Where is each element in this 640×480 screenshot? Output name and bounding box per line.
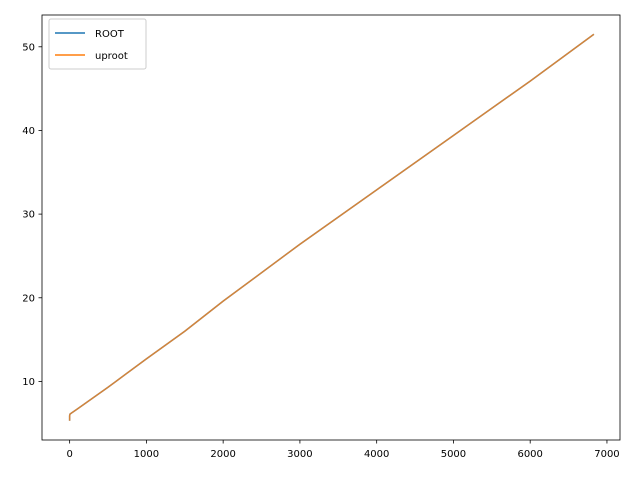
series-layer xyxy=(68,33,595,421)
y-axis: 10 20 30 40 50 xyxy=(22,42,42,388)
plot-frame xyxy=(41,14,621,441)
legend-label-uproot: uproot xyxy=(95,51,128,62)
x-tick-label: 4000 xyxy=(364,449,389,460)
x-tick-label: 2000 xyxy=(210,449,235,460)
legend: ROOT uproot xyxy=(48,18,147,70)
legend-label-root: ROOT xyxy=(95,29,125,40)
x-tick-label: 5000 xyxy=(441,449,466,460)
y-tick-label: 30 xyxy=(22,210,35,221)
x-tick-label: 6000 xyxy=(517,449,542,460)
y-tick-label: 10 xyxy=(22,377,35,388)
x-tick-label: 0 xyxy=(66,449,72,460)
x-tick-label: 1000 xyxy=(134,449,159,460)
x-tick-label: 3000 xyxy=(287,449,312,460)
x-axis: 0 1000 2000 3000 4000 5000 6000 7000 xyxy=(66,440,620,460)
y-tick-label: 40 xyxy=(22,126,35,137)
x-tick-label: 7000 xyxy=(594,449,619,460)
series-line-uproot xyxy=(68,33,595,421)
y-tick-label: 50 xyxy=(22,42,35,53)
legend-box xyxy=(48,18,147,70)
y-tick-label: 20 xyxy=(22,293,35,304)
